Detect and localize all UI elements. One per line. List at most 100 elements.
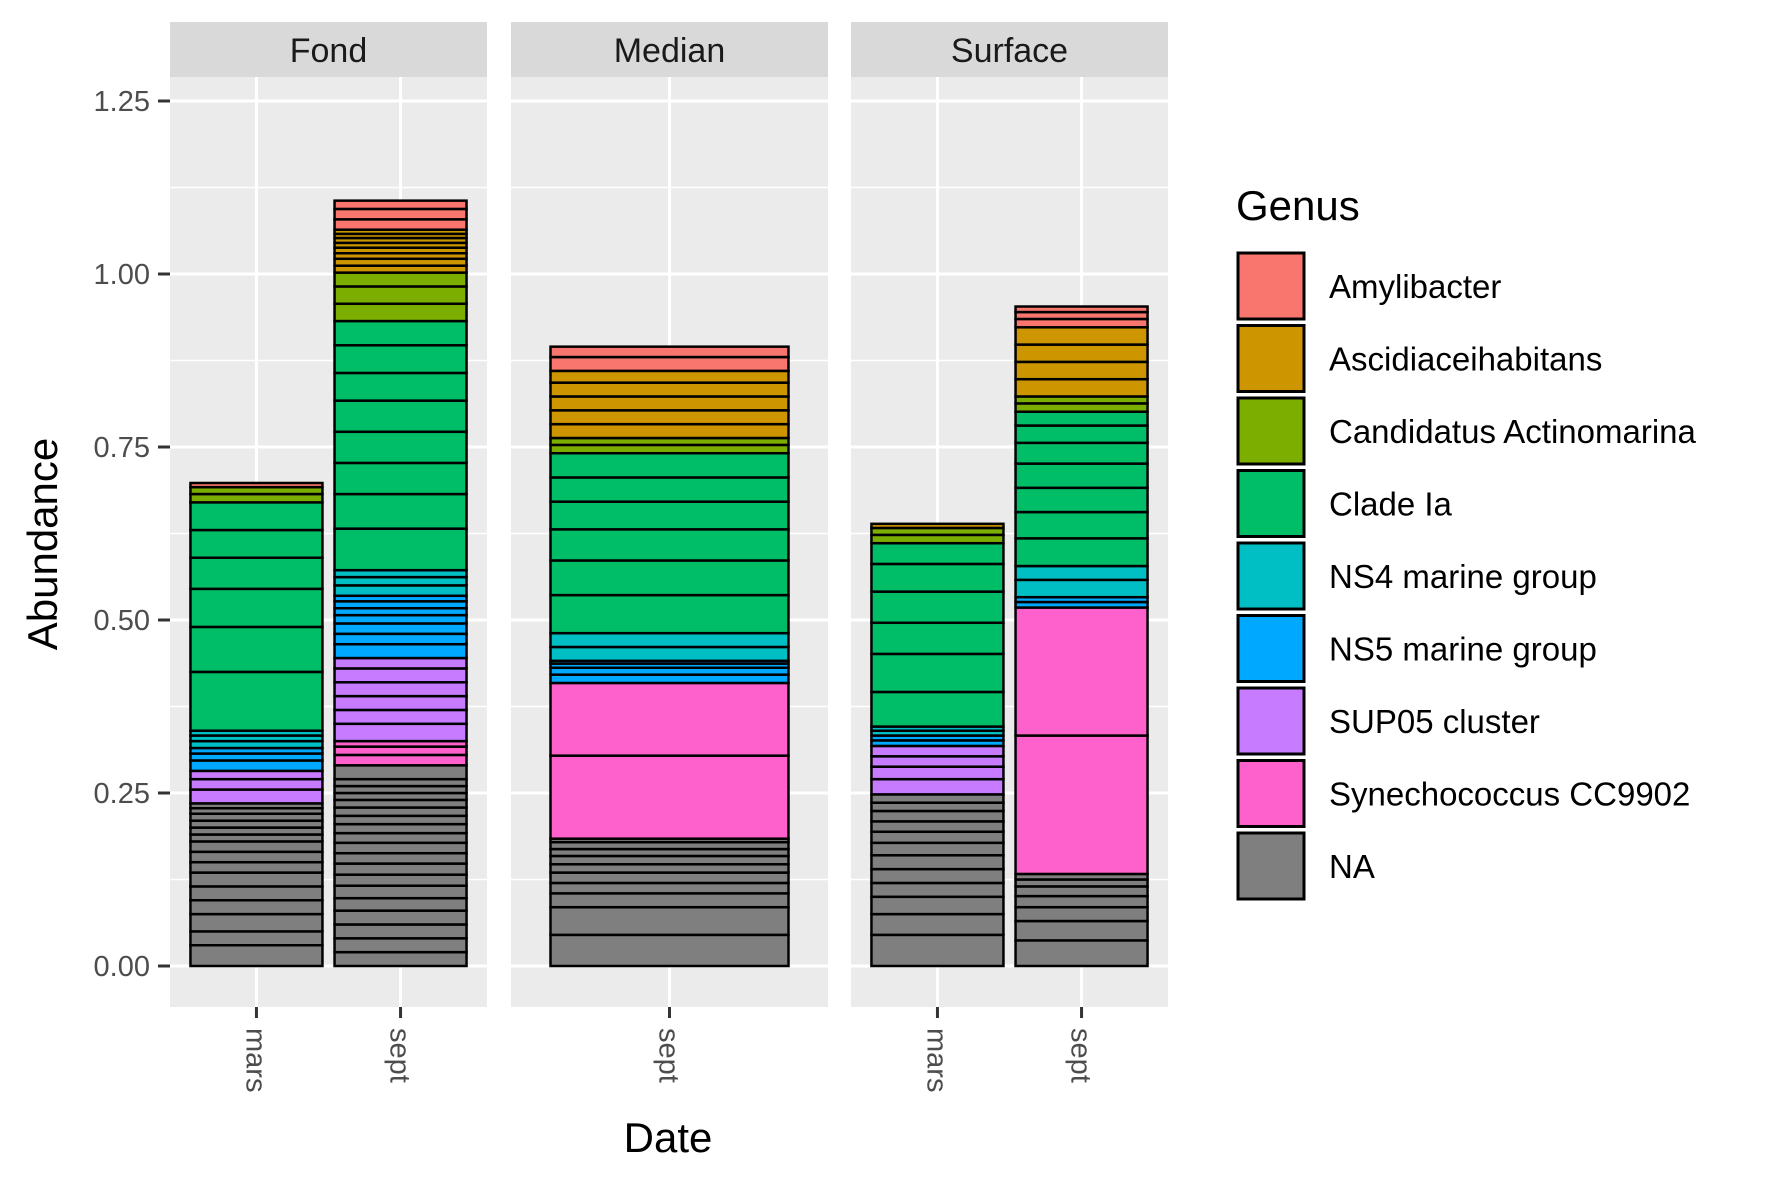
- bar-segment-na: [189, 840, 324, 854]
- bar-segment-clade-ia: [333, 344, 468, 375]
- bar-segment-na: [549, 881, 790, 895]
- bar-segment-synechococcus-cc9902: [549, 754, 790, 840]
- bar-segment-amylibacter: [333, 218, 468, 231]
- bar-segment-ns4-marine-group: [1014, 564, 1149, 582]
- bar-segment-candidatus-actinomarina: [333, 271, 468, 288]
- bar-segment-clade-ia: [549, 559, 790, 597]
- bar-segment-ascidiaceihabitans: [1014, 377, 1149, 398]
- panel-surface: Surface mars sept: [851, 22, 1168, 1092]
- bar-segment-na: [870, 809, 1005, 823]
- bar-segment-na: [870, 881, 1005, 899]
- bar-segment-na: [333, 831, 468, 845]
- bar-segment-na: [189, 850, 324, 864]
- bar-segment-ns4-marine-group: [549, 631, 790, 649]
- bar-segment-clade-ia: [549, 451, 790, 479]
- legend-label: Ascidiaceihabitans: [1329, 341, 1602, 378]
- bar-segment-sup05-cluster: [870, 765, 1005, 781]
- bar-segment-na: [1014, 894, 1149, 909]
- legend: Genus Amylibacter Ascidiaceihabitans Candid…: [1236, 182, 1697, 901]
- bar-segment-clade-ia: [1014, 537, 1149, 568]
- bar-segment-ns5-marine-group: [333, 622, 468, 636]
- y-tick-label: 0.75: [94, 432, 150, 464]
- bar-segment-na: [549, 871, 790, 885]
- bar-segment-clade-ia: [549, 528, 790, 562]
- legend-label: Candidatus Actinomarina: [1329, 413, 1697, 450]
- bar-segment-clade-ia: [189, 528, 324, 559]
- x-tick-label: sept: [653, 1028, 685, 1083]
- bar-segment-sup05-cluster: [333, 722, 468, 743]
- facet-strip: [511, 22, 828, 77]
- bar-segment-sup05-cluster: [189, 788, 324, 805]
- legend-item-clade-ia: Clade Ia: [1236, 469, 1453, 538]
- bar-segment-na: [333, 923, 468, 940]
- legend-label: NS4 marine group: [1329, 558, 1597, 595]
- bar-segment-clade-ia: [189, 587, 324, 629]
- x-axis-title: Date: [624, 1114, 713, 1161]
- facet-strip-label: Median: [614, 32, 726, 70]
- bar-segment-na: [189, 930, 324, 947]
- bar-segment-clade-ia: [549, 500, 790, 531]
- bar-segment-clade-ia: [549, 476, 790, 503]
- legend-label: Clade Ia: [1329, 486, 1453, 523]
- legend-label: SUP05 cluster: [1329, 703, 1540, 740]
- bar-segment-clade-ia: [189, 501, 324, 532]
- bar-segment-ns5-marine-group: [189, 759, 324, 773]
- y-tick-label: 1.25: [94, 86, 150, 118]
- bar-segment-na: [333, 862, 468, 876]
- legend-key: [1236, 469, 1306, 538]
- legend-key: [1236, 831, 1306, 901]
- bar-segment-na: [333, 896, 468, 912]
- legend-key: [1236, 686, 1306, 756]
- legend-item-ascidiaceihabitans: Ascidiaceihabitans: [1236, 324, 1602, 393]
- x-tick-label: mars: [920, 1028, 952, 1092]
- bar-mars: [189, 481, 324, 968]
- bar-segment-na: [870, 895, 1005, 916]
- bar-segment-clade-ia: [1014, 441, 1149, 465]
- bar-segment-synechococcus-cc9902: [333, 753, 468, 767]
- bar-segment-clade-ia: [870, 541, 1005, 566]
- legend-key: [1236, 541, 1306, 611]
- bar-segment-sup05-cluster: [333, 667, 468, 684]
- bar-segment-clade-ia: [333, 430, 468, 465]
- bar-segment-clade-ia: [870, 652, 1005, 694]
- bar-segment-synechococcus-cc9902: [1014, 734, 1149, 876]
- bar-segment-na: [333, 937, 468, 954]
- bar-segment-amylibacter: [189, 481, 324, 489]
- bar-segment-na: [1014, 919, 1149, 942]
- legend-key: [1236, 396, 1306, 466]
- bar-segment-ascidiaceihabitans: [549, 369, 790, 384]
- bar-segment-amylibacter: [333, 199, 468, 211]
- facet-strip-label: Surface: [951, 32, 1068, 70]
- bar-segment-clade-ia: [333, 399, 468, 434]
- x-tick-label: mars: [239, 1028, 271, 1092]
- bar-segment-sup05-cluster: [333, 708, 468, 726]
- bar-segment-na: [1014, 939, 1149, 968]
- y-tick-label: 0.00: [94, 951, 150, 983]
- legend-key: [1236, 614, 1306, 683]
- bar-segment-clade-ia: [549, 593, 790, 635]
- legend-title: Genus: [1236, 182, 1360, 229]
- bar-segment-na: [549, 933, 790, 968]
- bar-segment-na: [333, 873, 468, 887]
- bar-segment-ascidiaceihabitans: [549, 395, 790, 412]
- legend-key: [1236, 251, 1306, 321]
- bar-segment-na: [870, 933, 1005, 968]
- bar-segment-amylibacter: [333, 207, 468, 221]
- bar-segment-na: [189, 899, 324, 916]
- legend-item-candidatus-actinomarina: Candidatus Actinomarina: [1236, 396, 1697, 466]
- bar-segment-clade-ia: [333, 461, 468, 496]
- bar-sept: [549, 345, 790, 968]
- bar-segment-na: [549, 905, 790, 937]
- bar-segment-na: [189, 885, 324, 902]
- legend-label: NS5 marine group: [1329, 631, 1597, 668]
- bar-segment-sup05-cluster: [870, 755, 1005, 768]
- bar-segment-clade-ia: [870, 621, 1005, 656]
- bar-segment-na: [870, 867, 1005, 885]
- bar-segment-na: [189, 860, 324, 874]
- bar-segment-clade-ia: [333, 492, 468, 530]
- bar-segment-amylibacter: [1014, 305, 1149, 314]
- bar-segment-ascidiaceihabitans: [549, 381, 790, 398]
- bar-sept: [1014, 305, 1149, 968]
- bar-segment-clade-ia: [1014, 424, 1149, 445]
- legend-item-ns5-marine-group: NS5 marine group: [1236, 614, 1597, 683]
